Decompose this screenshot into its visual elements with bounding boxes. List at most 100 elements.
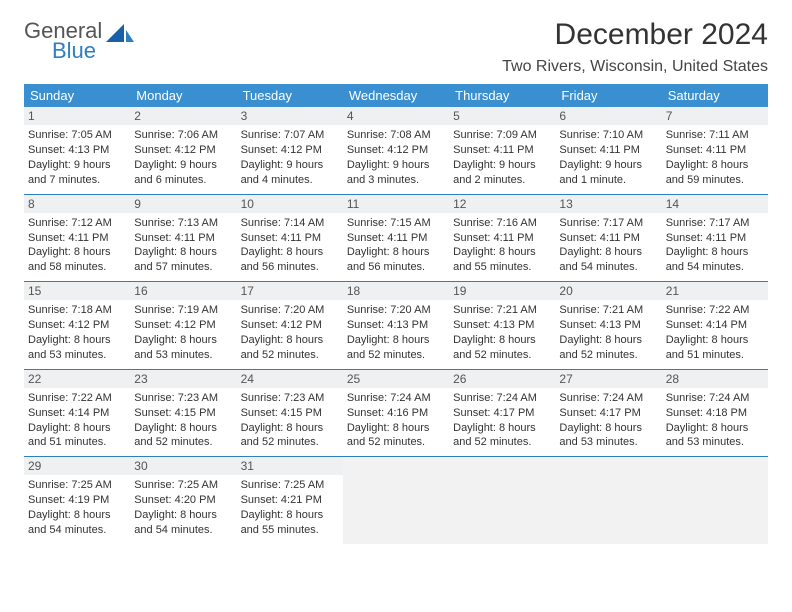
day-of-week-header: SundayMondayTuesdayWednesdayThursdayFrid… <box>24 84 768 107</box>
day-number: 29 <box>24 457 130 475</box>
sunset-text: Sunset: 4:16 PM <box>347 406 445 421</box>
daylight-text: Daylight: 8 hours and 52 minutes. <box>241 333 339 363</box>
day-number: 13 <box>555 195 661 213</box>
daylight-text: Daylight: 9 hours and 1 minute. <box>559 158 657 188</box>
day-13: 13Sunrise: 7:17 AMSunset: 4:11 PMDayligh… <box>555 195 661 282</box>
daylight-text: Daylight: 9 hours and 3 minutes. <box>347 158 445 188</box>
sunset-text: Sunset: 4:12 PM <box>241 143 339 158</box>
sunset-text: Sunset: 4:11 PM <box>666 231 764 246</box>
day-number: 1 <box>24 107 130 125</box>
day-14: 14Sunrise: 7:17 AMSunset: 4:11 PMDayligh… <box>662 195 768 282</box>
day-number: 11 <box>343 195 449 213</box>
sunset-text: Sunset: 4:14 PM <box>666 318 764 333</box>
daylight-text: Daylight: 8 hours and 51 minutes. <box>28 421 126 451</box>
sunset-text: Sunset: 4:17 PM <box>559 406 657 421</box>
daylight-text: Daylight: 8 hours and 52 minutes. <box>559 333 657 363</box>
day-number: 18 <box>343 282 449 300</box>
dow-monday: Monday <box>130 84 236 107</box>
daylight-text: Daylight: 8 hours and 54 minutes. <box>28 508 126 538</box>
day-number: 25 <box>343 370 449 388</box>
day-number: 15 <box>24 282 130 300</box>
sunrise-text: Sunrise: 7:18 AM <box>28 303 126 318</box>
daylight-text: Daylight: 8 hours and 52 minutes. <box>347 333 445 363</box>
sunrise-text: Sunrise: 7:25 AM <box>134 478 232 493</box>
day-19: 19Sunrise: 7:21 AMSunset: 4:13 PMDayligh… <box>449 282 555 369</box>
sunrise-text: Sunrise: 7:24 AM <box>347 391 445 406</box>
day-31: 31Sunrise: 7:25 AMSunset: 4:21 PMDayligh… <box>237 457 343 544</box>
day-number: 5 <box>449 107 555 125</box>
dow-tuesday: Tuesday <box>237 84 343 107</box>
dow-friday: Friday <box>555 84 661 107</box>
sunrise-text: Sunrise: 7:24 AM <box>559 391 657 406</box>
week-row: 22Sunrise: 7:22 AMSunset: 4:14 PMDayligh… <box>24 369 768 457</box>
sunset-text: Sunset: 4:12 PM <box>28 318 126 333</box>
day-23: 23Sunrise: 7:23 AMSunset: 4:15 PMDayligh… <box>130 370 236 457</box>
day-number: 4 <box>343 107 449 125</box>
dow-sunday: Sunday <box>24 84 130 107</box>
daylight-text: Daylight: 8 hours and 54 minutes. <box>666 245 764 275</box>
sunset-text: Sunset: 4:13 PM <box>453 318 551 333</box>
dow-saturday: Saturday <box>662 84 768 107</box>
daylight-text: Daylight: 8 hours and 56 minutes. <box>241 245 339 275</box>
day-21: 21Sunrise: 7:22 AMSunset: 4:14 PMDayligh… <box>662 282 768 369</box>
daylight-text: Daylight: 8 hours and 55 minutes. <box>453 245 551 275</box>
day-11: 11 Sunrise: 7:15 AMSunset: 4:11 PMDayligh… <box>343 195 449 282</box>
day-6: 6Sunrise: 7:10 AMSunset: 4:11 PMDaylight… <box>555 107 661 194</box>
logo-text-bottom: Blue <box>52 40 96 62</box>
sunset-text: Sunset: 4:15 PM <box>134 406 232 421</box>
sunrise-text: Sunrise: 7:24 AM <box>666 391 764 406</box>
daylight-text: Daylight: 9 hours and 4 minutes. <box>241 158 339 188</box>
daylight-text: Daylight: 8 hours and 53 minutes. <box>28 333 126 363</box>
day-27: 27Sunrise: 7:24 AMSunset: 4:17 PMDayligh… <box>555 370 661 457</box>
sunset-text: Sunset: 4:11 PM <box>134 231 232 246</box>
day-number: 16 <box>130 282 236 300</box>
sunset-text: Sunset: 4:13 PM <box>559 318 657 333</box>
sunset-text: Sunset: 4:11 PM <box>347 231 445 246</box>
sunrise-text: Sunrise: 7:09 AM <box>453 128 551 143</box>
day-26: 26Sunrise: 7:24 AMSunset: 4:17 PMDayligh… <box>449 370 555 457</box>
sunset-text: Sunset: 4:11 PM <box>453 231 551 246</box>
location-subtitle: Two Rivers, Wisconsin, United States <box>502 58 768 76</box>
day-25: 25Sunrise: 7:24 AMSunset: 4:16 PMDayligh… <box>343 370 449 457</box>
daylight-text: Daylight: 8 hours and 52 minutes. <box>453 421 551 451</box>
day-30: 30 Sunrise: 7:25 AMSunset: 4:20 PMDayligh… <box>130 457 236 544</box>
day-22: 22Sunrise: 7:22 AMSunset: 4:14 PMDayligh… <box>24 370 130 457</box>
daylight-text: Daylight: 8 hours and 59 minutes. <box>666 158 764 188</box>
sunset-text: Sunset: 4:12 PM <box>134 143 232 158</box>
sunrise-text: Sunrise: 7:15 AM <box>347 216 445 231</box>
day-16: 16Sunrise: 7:19 AMSunset: 4:12 PMDayligh… <box>130 282 236 369</box>
day-29: 29Sunrise: 7:25 AMSunset: 4:19 PMDayligh… <box>24 457 130 544</box>
day-5: 5Sunrise: 7:09 AMSunset: 4:11 PMDaylight… <box>449 107 555 194</box>
day-number: 24 <box>237 370 343 388</box>
day-number: 12 <box>449 195 555 213</box>
day-number: 17 <box>237 282 343 300</box>
sunrise-text: Sunrise: 7:25 AM <box>28 478 126 493</box>
day-number: 22 <box>24 370 130 388</box>
daylight-text: Daylight: 8 hours and 54 minutes. <box>134 508 232 538</box>
sunrise-text: Sunrise: 7:17 AM <box>666 216 764 231</box>
daylight-text: Daylight: 8 hours and 53 minutes. <box>134 333 232 363</box>
day-3: 3Sunrise: 7:07 AMSunset: 4:12 PMDaylight… <box>237 107 343 194</box>
blank-day <box>449 457 555 544</box>
sunrise-text: Sunrise: 7:07 AM <box>241 128 339 143</box>
day-number: 30 <box>130 457 236 475</box>
sunrise-text: Sunrise: 7:23 AM <box>134 391 232 406</box>
daylight-text: Daylight: 8 hours and 57 minutes. <box>134 245 232 275</box>
day-number: 23 <box>130 370 236 388</box>
day-number: 26 <box>449 370 555 388</box>
sunrise-text: Sunrise: 7:22 AM <box>666 303 764 318</box>
day-number: 31 <box>237 457 343 475</box>
day-20: 20Sunrise: 7:21 AMSunset: 4:13 PMDayligh… <box>555 282 661 369</box>
day-number: 28 <box>662 370 768 388</box>
sunset-text: Sunset: 4:18 PM <box>666 406 764 421</box>
header: December 2024 Two Rivers, Wisconsin, Uni… <box>502 18 768 76</box>
sunrise-text: Sunrise: 7:21 AM <box>453 303 551 318</box>
day-number: 27 <box>555 370 661 388</box>
daylight-text: Daylight: 8 hours and 53 minutes. <box>666 421 764 451</box>
sunset-text: Sunset: 4:13 PM <box>28 143 126 158</box>
blank-day <box>343 457 449 544</box>
sunset-text: Sunset: 4:20 PM <box>134 493 232 508</box>
daylight-text: Daylight: 8 hours and 56 minutes. <box>347 245 445 275</box>
daylight-text: Daylight: 8 hours and 52 minutes. <box>241 421 339 451</box>
daylight-text: Daylight: 8 hours and 55 minutes. <box>241 508 339 538</box>
